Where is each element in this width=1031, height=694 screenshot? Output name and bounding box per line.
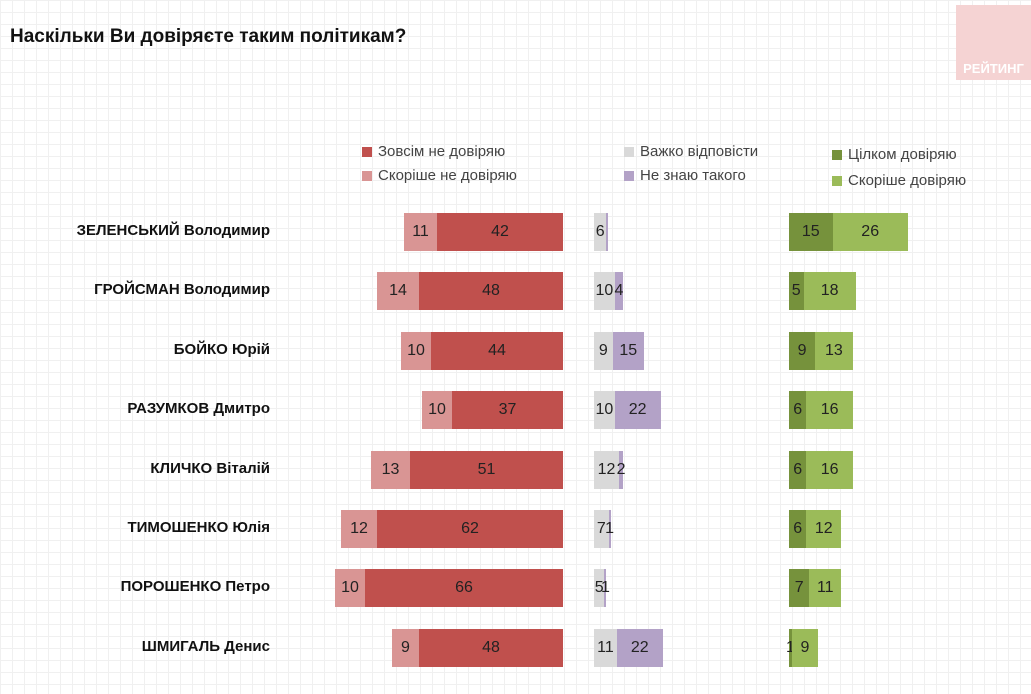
bar-strongly-distrust: 37 xyxy=(452,391,563,430)
bar-fully-trust: 9 xyxy=(789,331,816,370)
bar-rather-trust: 11 xyxy=(809,569,842,608)
bar-hard-to-say: 5 xyxy=(594,569,605,608)
bar-strongly-distrust: 51 xyxy=(410,450,563,489)
legend-label: Скоріше не довіряю xyxy=(378,167,517,184)
bar-strongly-distrust: 42 xyxy=(437,213,563,251)
bar-rather-distrust: 14 xyxy=(377,272,419,311)
bar-rather-distrust: 13 xyxy=(371,450,410,489)
bar-dont-know: 22 xyxy=(614,391,661,430)
bar-strongly-distrust: 48 xyxy=(419,272,563,311)
bar-rather-trust: 26 xyxy=(832,213,908,251)
bar-rather-trust: 18 xyxy=(803,272,856,311)
bar-rather-distrust: 9 xyxy=(392,628,419,667)
bar-rather-distrust: 11 xyxy=(404,213,437,251)
bar-fully-trust: 15 xyxy=(789,213,833,251)
legend-item: Скоріше довіряю xyxy=(832,172,966,189)
legend-swatch xyxy=(832,149,842,160)
bar-dont-know: 15 xyxy=(612,331,644,370)
legend-swatch xyxy=(624,170,634,181)
category-label: ГРОЙСМАН Володимир xyxy=(94,281,270,299)
legend-swatch xyxy=(362,146,372,157)
bar-hard-to-say: 7 xyxy=(594,510,609,548)
legend-label: Зовсім не довіряю xyxy=(378,143,506,160)
bar-rather-distrust: 10 xyxy=(422,391,452,430)
legend-label: Не знаю такого xyxy=(640,167,746,184)
bar-hard-to-say: 9 xyxy=(594,331,613,370)
bar-strongly-distrust: 48 xyxy=(419,628,563,667)
bar-hard-to-say: 12 xyxy=(594,450,619,489)
bar-dont-know: 1 xyxy=(601,569,610,608)
page-title: Наскільки Ви довіряєте таким політикам? xyxy=(10,26,407,47)
legend-item: Важко відповісти xyxy=(624,143,758,160)
bar-strongly-distrust: 66 xyxy=(365,569,563,608)
bar-strongly-distrust: 62 xyxy=(377,510,563,548)
legend-item: Зовсім не довіряю xyxy=(362,143,505,160)
legend-label: Цілком довіряю xyxy=(848,146,957,163)
bar-dont-know: 4 xyxy=(615,272,623,311)
bar-rather-trust: 12 xyxy=(806,510,842,548)
logo-text: РЕЙТИНГ xyxy=(963,61,1024,76)
bar-rather-trust: 13 xyxy=(815,331,853,370)
bar-strongly-distrust: 44 xyxy=(431,331,563,370)
logo: РЕЙТИНГ xyxy=(956,5,1031,80)
legend-label: Важко відповісти xyxy=(640,143,759,160)
legend-swatch xyxy=(362,170,372,181)
category-label: ТИМОШЕНКО Юлія xyxy=(127,519,270,536)
bar-hard-to-say: 6 xyxy=(594,213,607,251)
bar-fully-trust: 6 xyxy=(789,510,807,548)
legend-item: Скоріше не довіряю xyxy=(362,167,517,184)
bar-fully-trust: 1 xyxy=(786,628,795,667)
bar-dont-know: 1 xyxy=(605,510,614,548)
bar-dont-know xyxy=(606,213,609,251)
bar-rather-distrust: 10 xyxy=(401,331,431,370)
category-label: БОЙКО Юрій xyxy=(173,340,270,358)
bar-rather-trust: 16 xyxy=(806,450,853,489)
legend-label: Скоріше довіряю xyxy=(848,172,967,189)
legend-item: Цілком довіряю xyxy=(832,146,957,163)
category-label: ПОРОШЕНКО Петро xyxy=(120,578,270,596)
category-label: РАЗУМКОВ Дмитро xyxy=(127,400,270,418)
bar-rather-distrust: 12 xyxy=(341,510,377,548)
bar-hard-to-say: 11 xyxy=(594,628,617,667)
bar-hard-to-say: 10 xyxy=(594,391,615,430)
bar-fully-trust: 6 xyxy=(789,391,807,430)
bar-dont-know: 2 xyxy=(617,450,625,489)
bar-rather-trust: 9 xyxy=(791,628,818,667)
legend-item: Не знаю такого xyxy=(624,167,746,184)
bar-dont-know: 22 xyxy=(616,628,663,667)
category-label: ЗЕЛЕНСЬКИЙ Володимир xyxy=(76,222,270,239)
bar-fully-trust: 5 xyxy=(789,272,804,311)
bar-fully-trust: 6 xyxy=(789,450,807,489)
category-label: ШМИГАЛЬ Денис xyxy=(141,637,270,655)
category-label: КЛИЧКО Віталій xyxy=(150,459,270,477)
legend-swatch xyxy=(832,175,842,186)
bar-hard-to-say: 10 xyxy=(594,272,615,311)
bar-fully-trust: 7 xyxy=(789,569,810,608)
bar-rather-trust: 16 xyxy=(806,391,853,430)
bar-rather-distrust: 10 xyxy=(335,569,365,608)
legend-swatch xyxy=(624,146,634,157)
